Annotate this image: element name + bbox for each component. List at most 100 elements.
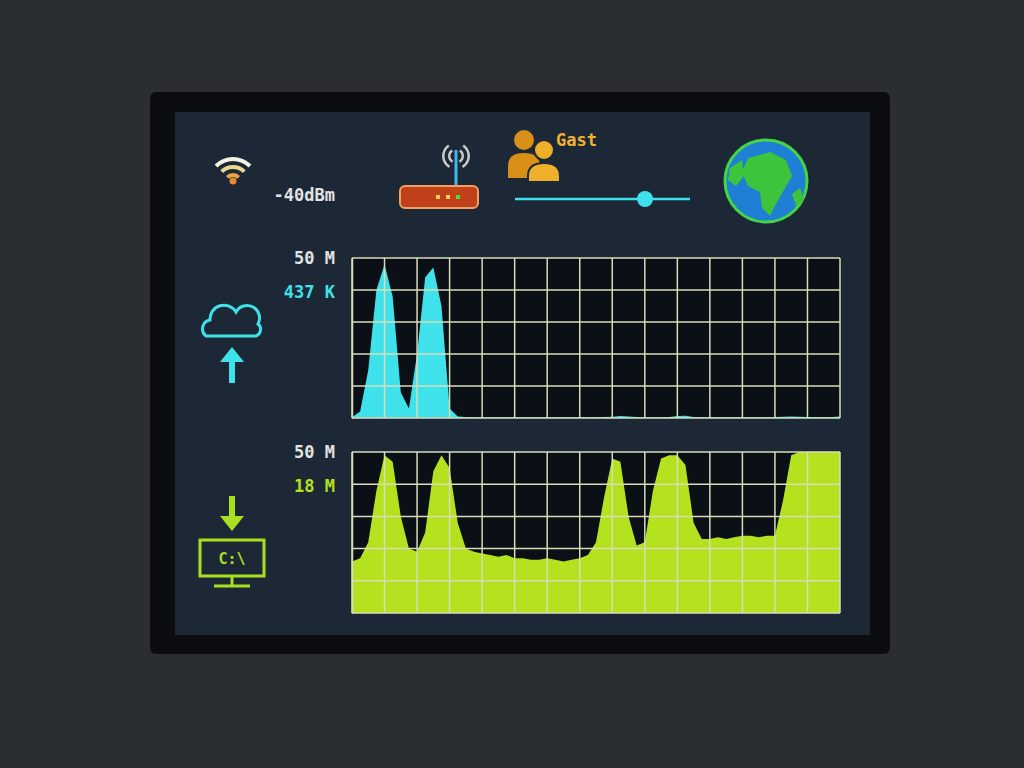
chart: 50 M 437 K [284,248,840,419]
page: -40dBm Gast C:\ 50 M 437 K 50 M 18 M [0,0,1024,768]
grid-line [579,452,581,613]
grid-line [449,452,451,613]
grid-line [352,257,840,259]
grid-line [416,452,418,613]
grid-line [807,258,809,418]
router-led [446,195,450,199]
grid-line [839,452,841,613]
grid-line [352,451,840,453]
grid-line [644,452,646,613]
background [0,0,1024,768]
area [352,452,840,613]
grid-line [839,258,841,418]
grid-line [384,258,386,418]
grid-line [351,452,353,613]
monitor-stand [231,577,234,585]
globe-land [792,188,804,206]
grid-line [352,483,840,485]
current-value: 18 M [294,476,335,496]
plot-background [352,258,840,418]
user-head [514,130,534,150]
user-head [534,140,554,160]
grid-line [352,612,840,614]
grid-line [644,258,646,418]
chart: 50 M 18 M [294,442,840,614]
globe-sphere [725,140,807,222]
current-value: 437 K [284,282,336,302]
grid-line [774,258,776,418]
wifi-dot [230,178,237,185]
y-axis: 50 M [294,248,352,419]
grid-line [514,452,516,613]
grid-line [416,258,418,418]
user-body [528,163,560,182]
grid-line [352,580,840,582]
router-led [456,195,460,199]
slider-track [515,198,690,201]
grid-line [709,258,711,418]
bezel [150,92,890,654]
users-icon [508,130,560,182]
wifi-icon [215,157,252,185]
plot-marks [352,452,840,613]
grid-line [546,258,548,418]
slider-knob [637,191,653,207]
grid-line [677,452,679,613]
grid-line [514,258,516,418]
grid-line [677,258,679,418]
tick: 50 M [294,442,352,462]
cloud [202,305,260,336]
monitor-base [214,585,250,588]
grid-line [352,417,840,419]
grid-line [481,452,483,613]
wifi-arc [220,165,245,173]
grid-line [774,452,776,613]
globe-land [742,152,792,216]
grid-line [352,353,840,355]
arrow-head [220,347,244,362]
y-axis: 50 M [294,442,352,614]
router-icon [400,144,478,208]
grid-line [352,548,840,550]
grid-line [449,258,451,418]
grid-line [742,452,744,613]
area [352,264,840,418]
router-wave [448,149,453,162]
grid-line [579,258,581,418]
upload-icon [202,305,260,383]
router-body [400,186,478,208]
display [175,112,870,635]
grid-line [352,289,840,291]
router-antenna [455,150,458,186]
plot-background [352,452,840,613]
grid-line [351,258,353,418]
grid [352,258,840,418]
router-led [436,195,440,199]
router-wave [459,149,464,162]
tick-label: 50 M [294,248,335,268]
screen-svg: -40dBm Gast C:\ 50 M 437 K 50 M 18 M [0,0,1024,768]
monitor-text: C:\ [218,550,245,568]
tick: 50 M [294,248,352,268]
grid-line [612,258,614,418]
tick-label: 50 M [294,442,335,462]
user-name: Gast [556,130,597,150]
grid [352,452,840,613]
grid-line [352,385,840,387]
signal-strength: -40dBm [274,185,335,205]
grid-line [742,258,744,418]
grid-line [709,452,711,613]
wifi-arc [215,157,252,167]
plot-marks [352,264,840,418]
grid-line [612,452,614,613]
router-wave [442,144,450,168]
globe-land [728,160,744,186]
globe-icon [725,140,807,222]
grid-line [384,452,386,613]
download-icon [200,496,264,586]
grid-line [352,321,840,323]
grid-line [807,452,809,613]
arrow-head [220,516,244,531]
axis-line [352,453,354,614]
grid-line [481,258,483,418]
